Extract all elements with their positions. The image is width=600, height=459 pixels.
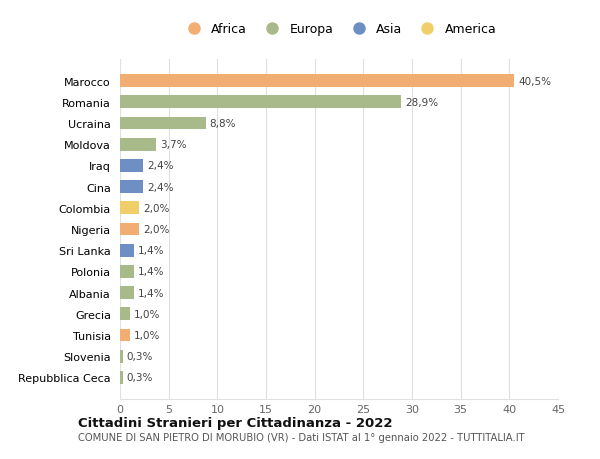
Text: 40,5%: 40,5% xyxy=(518,77,551,86)
Text: 0,3%: 0,3% xyxy=(127,373,153,382)
Text: 2,0%: 2,0% xyxy=(143,203,170,213)
Text: Cittadini Stranieri per Cittadinanza - 2022: Cittadini Stranieri per Cittadinanza - 2… xyxy=(78,416,392,429)
Text: 0,3%: 0,3% xyxy=(127,352,153,361)
Text: 2,4%: 2,4% xyxy=(147,182,174,192)
Text: 1,0%: 1,0% xyxy=(134,309,160,319)
Text: 2,0%: 2,0% xyxy=(143,224,170,235)
Text: COMUNE DI SAN PIETRO DI MORUBIO (VR) - Dati ISTAT al 1° gennaio 2022 - TUTTITALI: COMUNE DI SAN PIETRO DI MORUBIO (VR) - D… xyxy=(78,432,524,442)
Text: 28,9%: 28,9% xyxy=(405,98,439,107)
Text: 1,4%: 1,4% xyxy=(137,267,164,277)
Text: 3,7%: 3,7% xyxy=(160,140,187,150)
Text: 1,0%: 1,0% xyxy=(134,330,160,340)
Bar xyxy=(120,308,130,320)
Bar xyxy=(120,329,130,341)
Text: 1,4%: 1,4% xyxy=(137,246,164,256)
Text: 1,4%: 1,4% xyxy=(137,288,164,298)
Bar xyxy=(120,96,401,109)
Legend: Africa, Europa, Asia, America: Africa, Europa, Asia, America xyxy=(176,18,502,41)
Bar xyxy=(120,265,134,278)
Bar xyxy=(120,160,143,173)
Bar xyxy=(120,244,134,257)
Text: 2,4%: 2,4% xyxy=(147,161,174,171)
Bar xyxy=(120,286,134,299)
Bar xyxy=(120,350,123,363)
Bar xyxy=(120,223,139,236)
Bar xyxy=(120,75,514,88)
Bar xyxy=(120,202,139,215)
Bar xyxy=(120,181,143,194)
Text: 8,8%: 8,8% xyxy=(209,119,236,129)
Bar xyxy=(120,139,156,151)
Bar xyxy=(120,118,206,130)
Bar xyxy=(120,371,123,384)
